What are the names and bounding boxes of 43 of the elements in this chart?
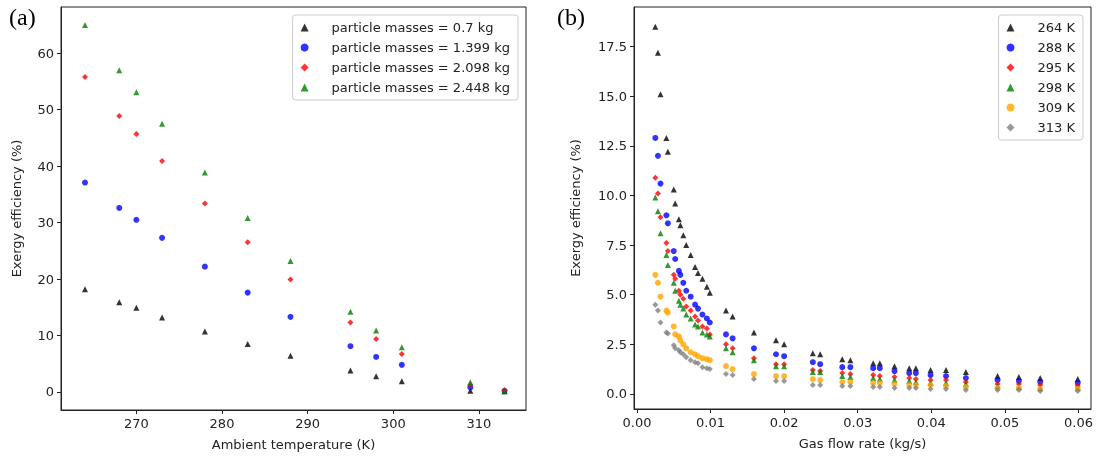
x-tick-label: 0.03 [843,415,873,430]
legend-label: 295 K [1037,60,1076,75]
y-tick-label: 17.5 [598,39,627,55]
legend-label: particle masses = 2.098 kg [331,60,511,75]
legend-label: 288 K [1037,40,1076,55]
x-tick-label: 0.00 [622,415,652,430]
legend-label: 309 K [1037,100,1076,115]
x-tick-label: 300 [380,416,406,431]
legend-label: particle masses = 2.448 kg [331,80,511,95]
y-tick-label: 7.5 [606,237,627,253]
x-tick-label: 280 [209,416,235,431]
y-tick-label: 15.0 [598,88,627,104]
x-tick-label: 0.05 [990,415,1020,430]
y-tick-label: 30 [37,215,54,231]
x-axis-title: Ambient temperature (K) [211,437,376,452]
x-axis-title: Gas flow rate (kg/s) [798,436,927,451]
y-axis-title: Exergy efficiency (%) [9,139,24,278]
legend-label: 298 K [1037,80,1076,95]
x-tick-label: 310 [466,416,492,431]
y-tick-label: 0 [45,384,54,400]
y-tick-label: 12.5 [598,138,627,154]
y-tick-label: 20 [37,271,54,287]
legend-label: particle masses = 0.7 kg [331,20,494,35]
legend-label: particle masses = 1.399 kg [331,40,511,55]
y-tick-label: 10.0 [598,188,627,203]
y-tick-label: 10 [37,328,54,343]
x-tick-label: 290 [295,416,321,431]
y-tick-label: 50 [37,102,54,118]
x-tick-label: 0.04 [916,415,946,430]
x-tick-label: 0.06 [1064,415,1093,430]
y-tick-label: 0.0 [606,386,627,402]
x-tick-label: 0.01 [696,415,726,430]
x-tick-label: 0.02 [769,415,799,430]
legend-label: 264 K [1037,20,1076,35]
chart-title: (b) [557,4,585,30]
y-tick-label: 2.5 [606,336,627,352]
y-axis-title: Exergy efficiency (%) [568,139,583,277]
y-tick-label: 40 [37,158,54,174]
chart-title: (a) [9,4,36,30]
y-tick-label: 5.0 [606,287,627,303]
legend-label: 313 K [1037,120,1076,135]
x-tick-label: 270 [123,416,149,431]
y-tick-label: 60 [37,45,54,61]
